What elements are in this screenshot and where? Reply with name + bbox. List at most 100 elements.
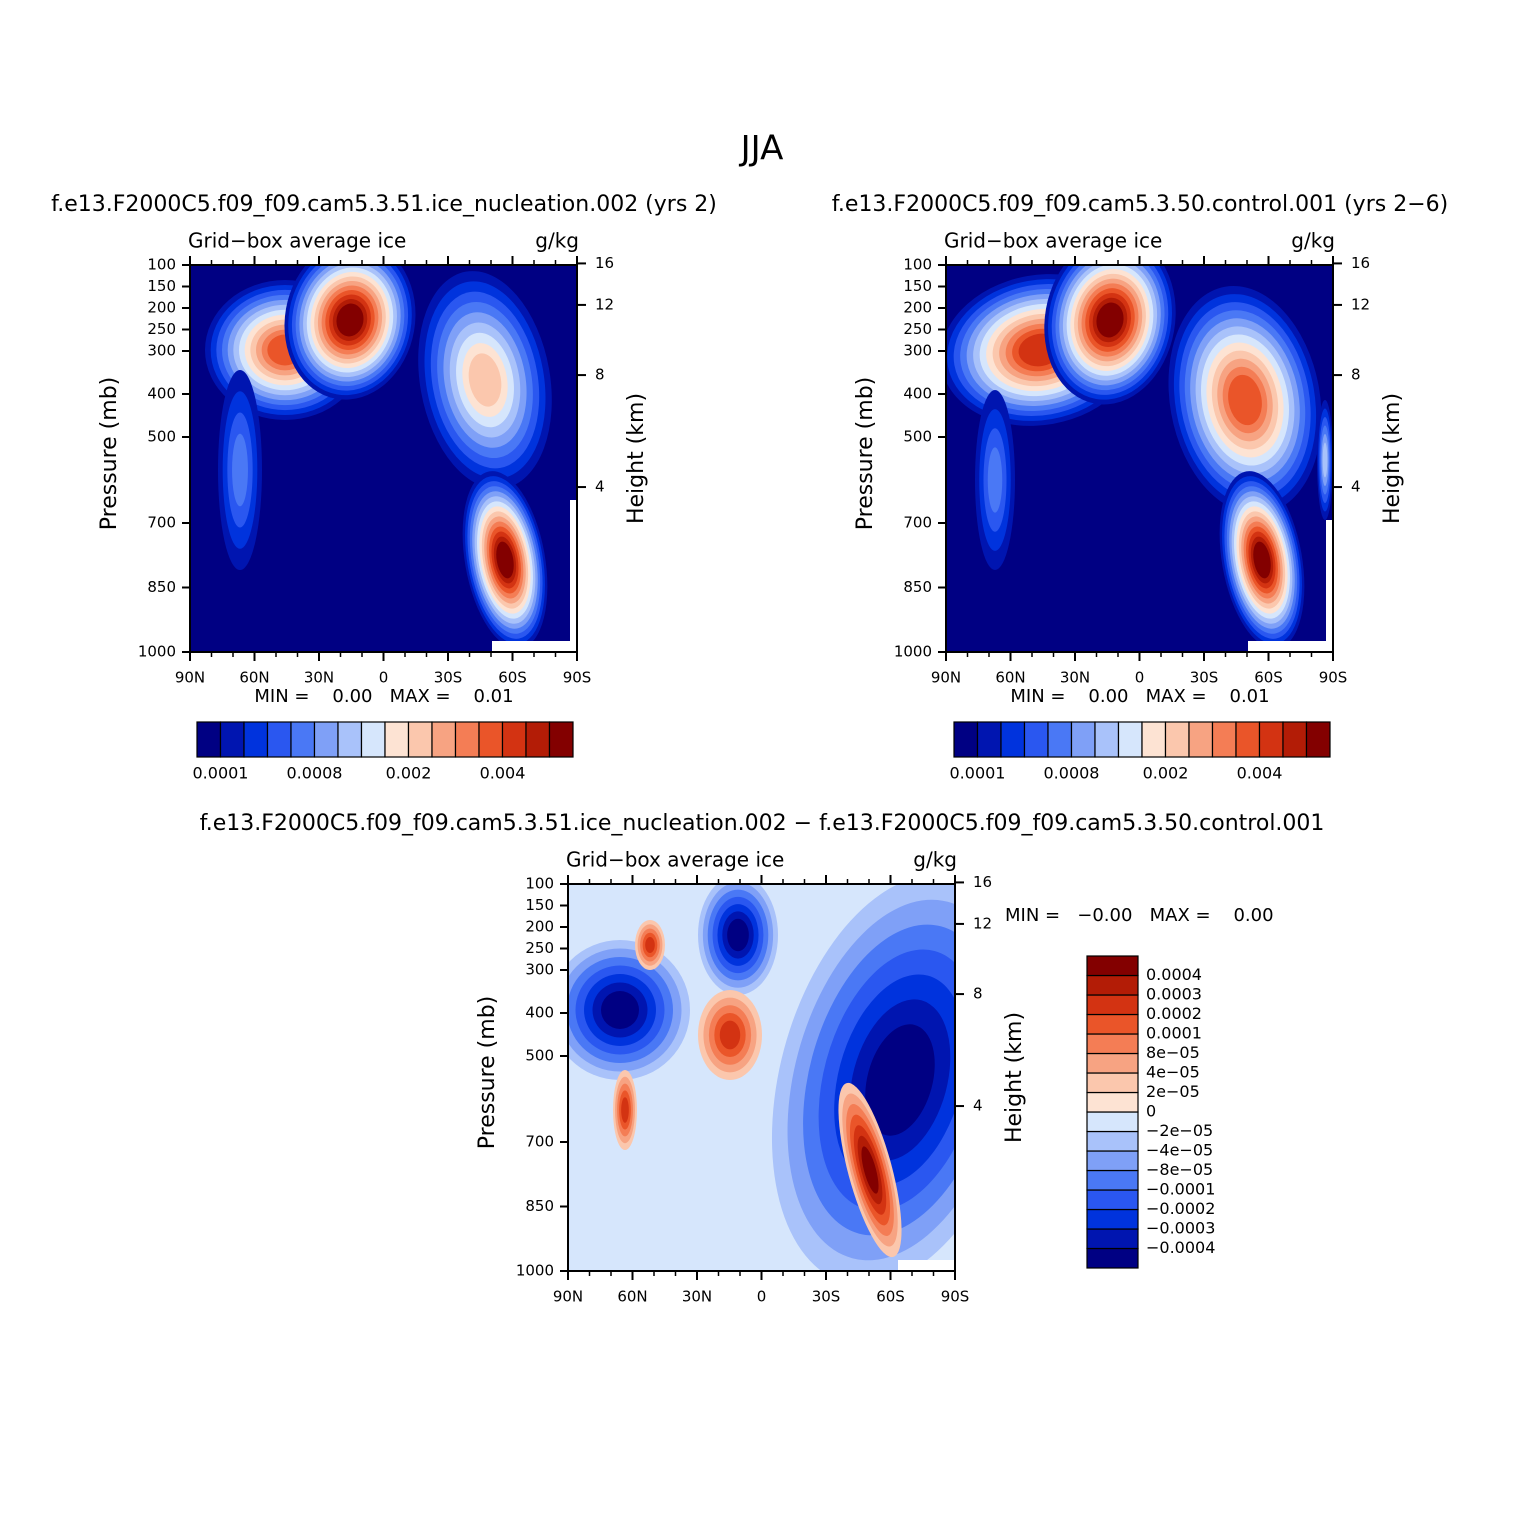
- y2-tick-label: 4: [595, 478, 605, 496]
- colorbar-box: [1086, 1169, 1139, 1191]
- colorbar-label: 0.0008: [1044, 764, 1100, 783]
- colorbar-label: 0.002: [386, 764, 432, 783]
- y2-axis-label: Height (km): [1002, 1012, 1027, 1143]
- colorbar-label: −8e−05: [1146, 1160, 1213, 1179]
- contour-fill: [1096, 302, 1124, 338]
- colorbar-box: [1023, 721, 1049, 758]
- colorbar-label: 0: [1146, 1102, 1156, 1121]
- x-tick-label: 60N: [617, 1288, 647, 1306]
- y-tick-label: 1000: [138, 643, 176, 661]
- stats: MIN = 0.00 MAX = 0.01: [254, 686, 513, 707]
- y2-axis-label: Height (km): [624, 393, 649, 524]
- x-tick-label: 0: [757, 1288, 767, 1306]
- x-tick-label: 30N: [1060, 669, 1090, 687]
- y-tick-label: 850: [147, 578, 176, 596]
- colorbar-box: [1305, 721, 1331, 758]
- colorbar-box: [196, 721, 222, 758]
- colorbar-box: [478, 721, 504, 758]
- colorbar-label: 8e−05: [1146, 1043, 1200, 1062]
- contour-fill: [727, 918, 749, 952]
- colorbar-box: [1086, 1033, 1139, 1055]
- contour-fill: [1322, 442, 1328, 478]
- colorbar-label: −2e−05: [1146, 1121, 1213, 1140]
- y-tick-label: 700: [903, 514, 932, 532]
- colorbar-label: 2e−05: [1146, 1082, 1200, 1101]
- y-tick-label: 400: [147, 385, 176, 403]
- colorbar-box: [1141, 721, 1167, 758]
- y-tick-label: 250: [903, 320, 932, 338]
- contour-fill: [987, 447, 1003, 513]
- colorbar-box: [1070, 721, 1096, 758]
- left-subtitle: Grid−box average ice: [944, 229, 1162, 253]
- x-tick-label: 60S: [876, 1288, 905, 1306]
- colorbar-box: [1086, 974, 1139, 996]
- x-tick-label: 30S: [812, 1288, 841, 1306]
- colorbar-label: 0.004: [480, 764, 526, 783]
- y2-tick-label: 16: [973, 873, 992, 891]
- x-tick-label: 0: [379, 669, 389, 687]
- colorbar-box: [1086, 955, 1139, 977]
- colorbar-label: 0.0008: [287, 764, 343, 783]
- x-tick-label: 60N: [995, 669, 1025, 687]
- y-tick-label: 300: [903, 342, 932, 360]
- y-tick-label: 150: [903, 277, 932, 295]
- contour-fill: [496, 541, 514, 579]
- x-tick-label: 90S: [563, 669, 592, 687]
- y-tick-label: 700: [147, 514, 176, 532]
- y-tick-label: 100: [147, 256, 176, 274]
- contour-field: [568, 884, 955, 1271]
- y-tick-label: 1000: [516, 1262, 554, 1280]
- x-tick-label: 60N: [239, 669, 269, 687]
- colorbar-box: [1000, 721, 1026, 758]
- y2-axis-label: Height (km): [1380, 393, 1405, 524]
- x-tick-label: 90S: [1319, 669, 1348, 687]
- colorbar-box: [1086, 1208, 1139, 1230]
- x-tick-label: 60S: [498, 669, 527, 687]
- y-tick-label: 500: [525, 1047, 554, 1065]
- colorbar-box: [525, 721, 551, 758]
- colorbar-box: [1086, 1013, 1139, 1035]
- y-tick-label: 150: [525, 896, 554, 914]
- x-tick-label: 30N: [304, 669, 334, 687]
- y-tick-label: 200: [147, 299, 176, 317]
- y-tick-label: 500: [147, 428, 176, 446]
- colorbar-box: [384, 721, 410, 758]
- colorbar-box: [1094, 721, 1120, 758]
- missing-area: [570, 500, 577, 652]
- colorbar-label: 0.0001: [950, 764, 1006, 783]
- y-tick-label: 100: [525, 875, 554, 893]
- y-axis-label: Pressure (mb): [97, 377, 122, 531]
- missing-area: [1248, 641, 1333, 652]
- y-tick-label: 300: [525, 961, 554, 979]
- x-tick-label: 30S: [434, 669, 463, 687]
- colorbar-label: 0.002: [1143, 764, 1189, 783]
- colorbar-box: [1086, 1111, 1139, 1133]
- colorbar-box: [548, 721, 574, 758]
- colorbar-box: [1086, 1072, 1139, 1094]
- colorbar-box: [1164, 721, 1190, 758]
- colorbar-box: [1086, 1130, 1139, 1152]
- y2-tick-label: 12: [595, 295, 614, 313]
- figure-title: JJA: [739, 129, 784, 169]
- y-tick-label: 850: [903, 578, 932, 596]
- colorbar-box: [501, 721, 527, 758]
- colorbar-box: [1086, 1247, 1139, 1269]
- colorbar-box: [1086, 1150, 1139, 1172]
- contour-field: [946, 265, 1333, 652]
- y2-tick-label: 16: [595, 254, 614, 272]
- colorbar-box: [1086, 1091, 1139, 1113]
- colorbar-box: [1047, 721, 1073, 758]
- colorbar-box: [1086, 994, 1139, 1016]
- colorbar-box: [1282, 721, 1308, 758]
- x-tick-label: 30S: [1190, 669, 1219, 687]
- colorbar-box: [219, 721, 245, 758]
- y2-tick-label: 16: [1351, 254, 1370, 272]
- y-tick-label: 700: [525, 1133, 554, 1151]
- contour-fill: [336, 303, 364, 337]
- y-tick-label: 500: [903, 428, 932, 446]
- y-tick-label: 850: [525, 1197, 554, 1215]
- colorbar-box: [1235, 721, 1261, 758]
- colorbar-box: [1086, 1228, 1139, 1250]
- x-tick-label: 0: [1135, 669, 1145, 687]
